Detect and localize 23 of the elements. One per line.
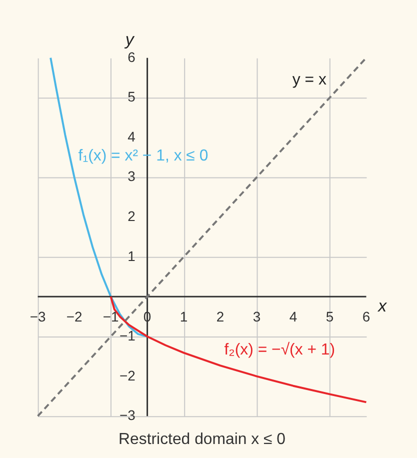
text: Restricted domain x ≤ 0 (118, 430, 286, 448)
x-tick-label: −2 (66, 308, 83, 325)
y-tick-label: 5 (128, 88, 136, 105)
x-tick-label: 2 (216, 308, 224, 325)
x-tick-label: 1 (180, 308, 188, 325)
x-tick-label: 5 (326, 308, 334, 325)
y-tick-label: 1 (128, 248, 136, 264)
y-axis-title: y (124, 30, 136, 49)
y-tick-label: 6 (128, 48, 136, 65)
series-label: y = x (292, 72, 326, 89)
y-tick-label: −1 (119, 327, 136, 344)
x-axis-title: x (377, 296, 388, 316)
series-label: f₂(x) = −√(x + 1) (224, 342, 336, 359)
x-tick-label: 4 (289, 308, 298, 325)
y-tick-label: −2 (119, 367, 136, 384)
y-tick-label: 2 (128, 208, 136, 224)
x-tick-label: −1 (102, 308, 119, 325)
x-tick-label: −3 (30, 308, 46, 325)
y-tick-label: 4 (128, 128, 136, 144)
y-tick-label: −3 (119, 407, 136, 424)
x-tick-label: 6 (362, 308, 370, 325)
y-tick-label: 3 (128, 168, 136, 184)
x-tick-label: 3 (252, 308, 261, 325)
